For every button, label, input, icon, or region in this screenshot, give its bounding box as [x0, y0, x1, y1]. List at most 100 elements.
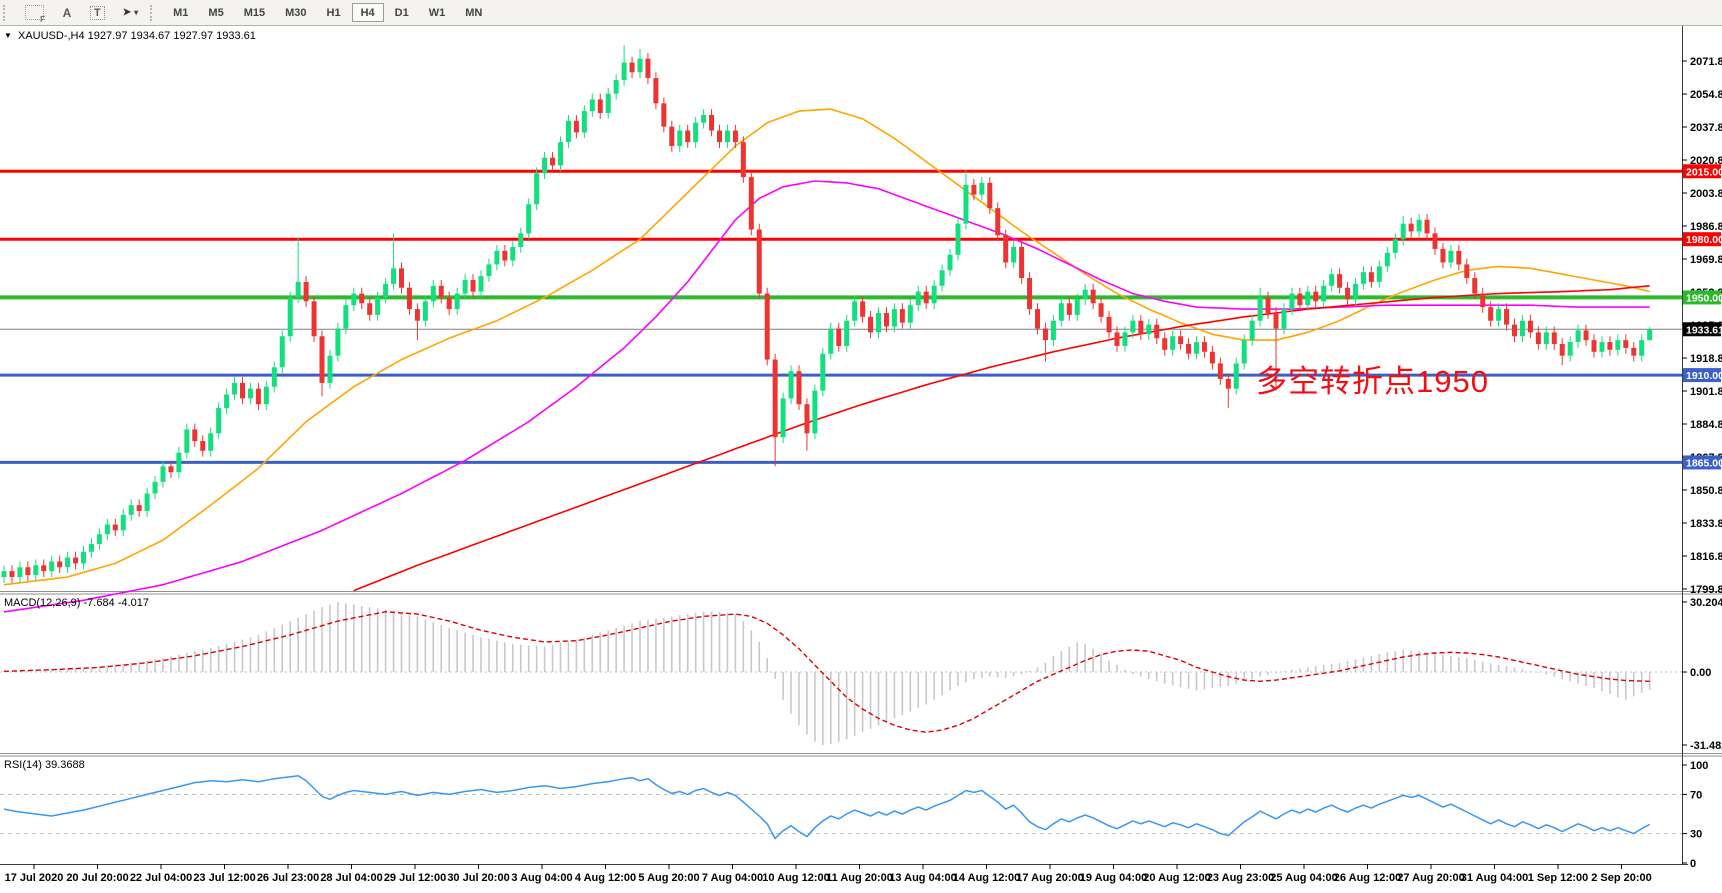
- time-tick-label: 22 Jul 04:00: [130, 872, 192, 884]
- bear-candle: [502, 250, 508, 261]
- bull-candle: [510, 246, 516, 261]
- bull-candle: [1392, 239, 1398, 253]
- bull-candle: [383, 283, 389, 298]
- timeframe-button-m30[interactable]: M30: [276, 3, 315, 22]
- bear-candle: [1178, 336, 1184, 345]
- ma-slow-line[interactable]: [353, 285, 1650, 592]
- grid-field-icon[interactable]: F: [18, 3, 51, 24]
- bull-candle: [184, 429, 190, 453]
- bull-candle: [1416, 219, 1422, 232]
- chart-annotation-text[interactable]: 多空转折点1950: [1256, 364, 1489, 399]
- symbol-dropdown-icon[interactable]: ▼: [4, 31, 12, 40]
- bear-candle: [1019, 246, 1025, 279]
- textbox-tool-icon[interactable]: T: [83, 3, 112, 23]
- hline-1910.00[interactable]: 1910.00: [0, 368, 1722, 383]
- bull-candle: [1639, 340, 1645, 356]
- bear-candle: [367, 303, 373, 315]
- time-tick-label: 28 Jul 04:00: [320, 872, 382, 884]
- rsi-line[interactable]: [3, 775, 1651, 840]
- bull-candle: [176, 452, 182, 473]
- bid-price-label: 1933.61: [1686, 324, 1722, 336]
- bull-candle: [1329, 274, 1335, 286]
- bear-candle: [923, 291, 929, 304]
- bull-candle: [1615, 340, 1621, 350]
- toolbar-grip-handle-2[interactable]: [150, 4, 159, 21]
- time-tick-label: 5 Aug 20:00: [638, 872, 699, 884]
- hline-1865.00[interactable]: 1865.00: [0, 455, 1722, 470]
- macd-indicator-label: MACD(12,26,9) -7.684 -4.017: [4, 597, 149, 609]
- bear-candle: [1456, 250, 1462, 265]
- rsi-indicator-label: RSI(14) 39.3688: [4, 759, 85, 771]
- bear-candle: [1090, 289, 1096, 304]
- time-tick-label: 7 Aug 04:00: [702, 872, 763, 884]
- bull-candle: [1074, 299, 1080, 315]
- bull-candle: [1011, 246, 1017, 263]
- bull-candle: [876, 312, 881, 333]
- bear-candle: [200, 441, 206, 451]
- bull-candle: [677, 130, 683, 147]
- bear-candle: [764, 293, 770, 360]
- bear-candle: [748, 177, 754, 230]
- time-tick-label: 23 Jul 12:00: [193, 872, 255, 884]
- hline-2015.00[interactable]: 2015.00: [0, 164, 1722, 179]
- macd-pane: 30.204 0.00 -31.482: [0, 597, 1722, 752]
- bull-candle: [1146, 324, 1152, 335]
- bear-candle: [868, 316, 874, 333]
- bull-candle: [351, 293, 357, 306]
- bull-candle: [1281, 309, 1287, 329]
- bull-candle: [1353, 283, 1358, 300]
- timeframe-button-h1[interactable]: H1: [318, 3, 350, 22]
- bear-candle: [899, 309, 905, 323]
- bull-candle: [462, 279, 468, 294]
- timeframe-button-m15[interactable]: M15: [235, 3, 274, 22]
- macd-tick-label: -31.482: [1690, 740, 1722, 752]
- price-tick-label: 1850.80: [1690, 485, 1722, 497]
- time-tick-label: 13 Aug 04:00: [889, 872, 956, 884]
- timeframe-button-mn[interactable]: MN: [456, 3, 491, 22]
- timeframe-button-d1[interactable]: D1: [386, 3, 418, 22]
- bid-price-line: 1933.61: [0, 322, 1722, 337]
- price-axis-labels: 2071.80 2054.80 2037.80 2020.80 2003.80 1986.…: [1682, 56, 1722, 596]
- price-tick-label: 1901.80: [1690, 386, 1722, 398]
- bull-candle: [542, 157, 548, 174]
- bear-candle: [732, 130, 738, 143]
- price-tick-label: 2003.80: [1690, 188, 1722, 200]
- timeframe-button-m5[interactable]: M5: [199, 3, 232, 22]
- ma-fast-line[interactable]: [3, 108, 1650, 586]
- bull-candle: [518, 233, 524, 247]
- rsi-tick-label: 0: [1690, 858, 1696, 870]
- time-tick-label: 14 Aug 12:00: [953, 872, 1020, 884]
- symbol-ohlc-header[interactable]: ▼ XAUUSD-,H4 1927.97 1934.67 1927.97 193…: [4, 30, 256, 42]
- time-tick-label: 30 Jul 20:00: [447, 872, 509, 884]
- bear-candle: [1512, 324, 1517, 337]
- ma-mid-line[interactable]: [3, 180, 1650, 613]
- bull-candle: [152, 481, 158, 494]
- toolbar: F A T ➤ ▾ M1 M5 M15 M30 H1 H4 D1 W1 MN: [0, 0, 1722, 26]
- timeframe-button-h4[interactable]: H4: [351, 3, 384, 22]
- toolbar-grip-handle[interactable]: [3, 4, 12, 21]
- bear-candle: [255, 388, 261, 405]
- macd-signal-line[interactable]: [3, 610, 1650, 734]
- font-annotation-icon[interactable]: A: [55, 3, 79, 23]
- bear-candle: [1098, 303, 1104, 317]
- time-tick-label: 26 Aug 12:00: [1334, 872, 1401, 884]
- rsi-value: 39.3688: [44, 759, 85, 771]
- bear-candle: [1368, 272, 1374, 282]
- bear-candle: [661, 103, 667, 127]
- bull-candle: [1376, 266, 1382, 282]
- drawing-tools-icon[interactable]: ➤ ▾: [116, 3, 145, 23]
- bear-candle: [1138, 320, 1144, 335]
- bear-candle: [1209, 351, 1215, 364]
- macd-name: MACD(12,26,9): [4, 597, 81, 609]
- timeframe-button-m1[interactable]: M1: [164, 3, 197, 22]
- price-tick-label: 1918.80: [1690, 353, 1722, 365]
- bear-candle: [399, 268, 404, 288]
- hline-1980.00[interactable]: 1980.00: [0, 232, 1722, 247]
- bear-candle: [772, 359, 778, 438]
- hline-1950.00[interactable]: 1950.00: [0, 290, 1722, 305]
- timeframe-button-w1[interactable]: W1: [420, 3, 455, 22]
- time-axis[interactable]: 17 Jul 2020 20 Jul 20:00 22 Jul 04:00 23 Ju…: [5, 864, 1652, 884]
- bull-candle: [216, 408, 222, 434]
- bull-candle: [144, 493, 150, 511]
